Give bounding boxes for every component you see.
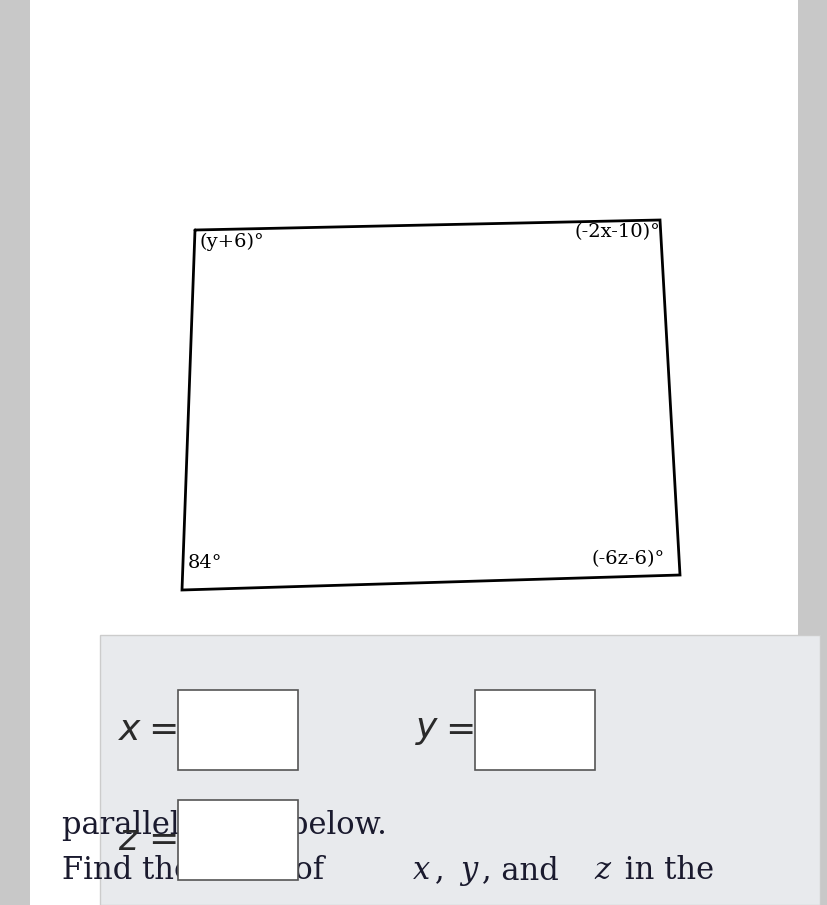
Text: $x$: $x$ [118, 713, 142, 747]
Text: parallelogram below.: parallelogram below. [62, 810, 386, 841]
Bar [0, 0, 30, 905]
Text: ,: , [434, 855, 454, 886]
Text: Find the value of: Find the value of [62, 855, 333, 886]
Bar [475, 690, 595, 770]
Text: (-2x-10)°: (-2x-10)° [573, 223, 659, 241]
Text: x: x [412, 855, 429, 886]
Text: $z$: $z$ [118, 823, 140, 857]
Text: $y$: $y$ [414, 713, 439, 747]
Text: (-6z-6)°: (-6z-6)° [591, 550, 664, 568]
Text: =: = [444, 713, 475, 747]
Text: 84°: 84° [188, 554, 222, 572]
Text: =: = [148, 713, 178, 747]
Text: z: z [593, 855, 609, 886]
Text: in the: in the [614, 855, 713, 886]
Bar [178, 690, 298, 770]
Text: y: y [460, 855, 476, 886]
Bar [178, 800, 298, 880]
Text: =: = [148, 823, 178, 857]
Text: (y+6)°: (y+6)° [200, 233, 265, 252]
Text: , and: , and [481, 855, 568, 886]
Bar [100, 635, 819, 905]
Bar [797, 0, 827, 905]
